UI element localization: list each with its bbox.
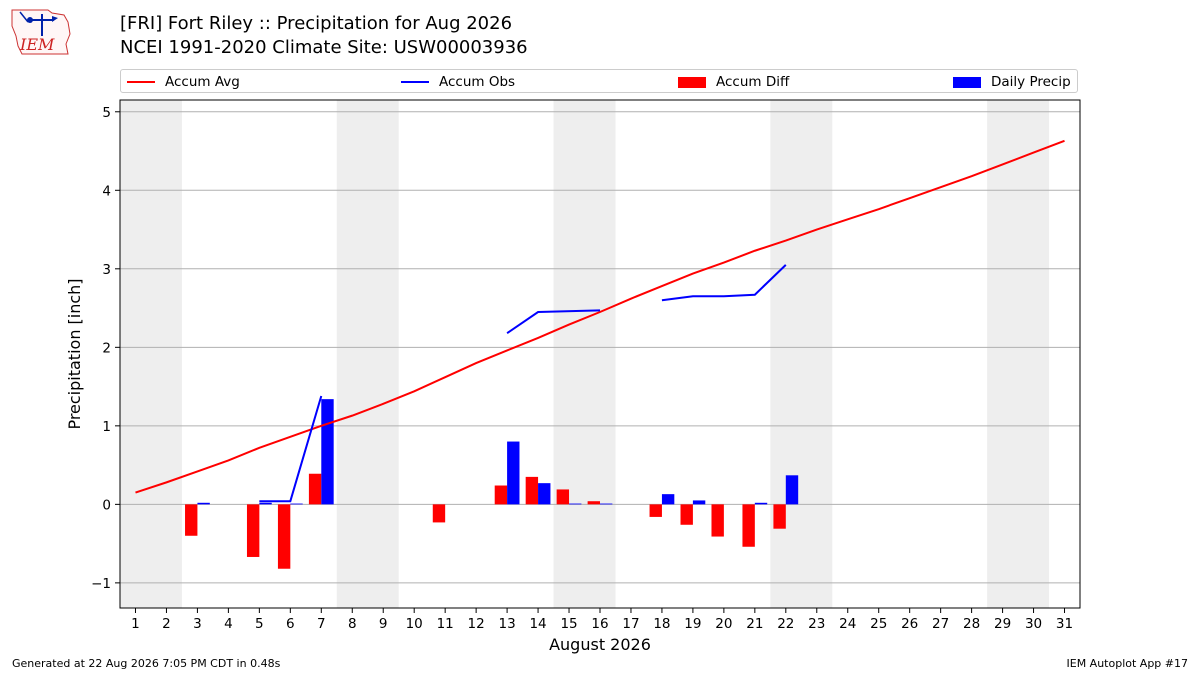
x-tick-label: 26 bbox=[901, 616, 918, 632]
accum-avg-line bbox=[135, 139, 1065, 494]
daily-precip-bar bbox=[290, 503, 303, 505]
accum-diff-bar bbox=[246, 504, 260, 557]
accum-obs-line-segment bbox=[259, 395, 323, 503]
accum-diff-bar bbox=[308, 473, 322, 505]
x-tick-label: 7 bbox=[317, 616, 326, 632]
weekend-shade-2 bbox=[553, 100, 616, 608]
x-tick-label: 27 bbox=[932, 616, 949, 632]
legend-swatch-accum-diff bbox=[678, 76, 706, 88]
y-tick-label: 3 bbox=[102, 262, 111, 278]
y-tick-label: 1 bbox=[102, 419, 111, 435]
y-tick-label: −1 bbox=[91, 576, 111, 592]
x-tick-label: 5 bbox=[255, 616, 264, 632]
y-tick-label: 2 bbox=[102, 340, 111, 356]
x-tick-label: 14 bbox=[529, 616, 546, 632]
x-tick-label: 6 bbox=[286, 616, 295, 632]
legend-item-daily-precip: Daily Precip bbox=[953, 70, 1071, 94]
chart-legend: Accum Avg Accum Obs Accum Diff Daily Pre… bbox=[120, 69, 1078, 93]
accum-diff-bar bbox=[525, 476, 539, 505]
accum-diff-bar bbox=[680, 504, 693, 525]
x-tick-label: 11 bbox=[437, 616, 454, 632]
y-tick-label: 4 bbox=[102, 183, 111, 199]
x-tick-label: 19 bbox=[684, 616, 701, 632]
daily-precip-bar bbox=[538, 483, 551, 505]
daily-precip-bar bbox=[569, 503, 582, 505]
accum-obs-line-segment bbox=[661, 264, 787, 302]
iem-logo: IEM bbox=[11, 9, 71, 55]
y-axis-label: Precipitation [inch] bbox=[65, 278, 84, 429]
x-tick-label: 4 bbox=[224, 616, 233, 632]
chart-title: [FRI] Fort Riley :: Precipitation for Au… bbox=[120, 13, 513, 34]
legend-swatch-daily-precip bbox=[953, 76, 981, 88]
x-tick-label: 2 bbox=[162, 616, 171, 632]
x-tick-label: 23 bbox=[808, 616, 825, 632]
accum-diff-bar bbox=[494, 485, 508, 505]
daily-precip-bar bbox=[259, 502, 272, 505]
x-tick-label: 30 bbox=[1025, 616, 1042, 632]
chart-subtitle: NCEI 1991-2020 Climate Site: USW00003936 bbox=[120, 37, 528, 58]
daily-precip-bar bbox=[754, 502, 768, 505]
x-tick-label: 24 bbox=[839, 616, 856, 632]
x-tick-label: 8 bbox=[348, 616, 357, 632]
x-tick-label: 15 bbox=[560, 616, 577, 632]
x-tick-label: 20 bbox=[715, 616, 732, 632]
weather-station-icon bbox=[19, 11, 58, 36]
legend-item-accum-avg: Accum Avg bbox=[127, 70, 240, 94]
x-tick-label: 28 bbox=[963, 616, 980, 632]
accum-diff-bar bbox=[277, 504, 291, 569]
accum-diff-bar bbox=[742, 504, 755, 547]
weekend-shade-4 bbox=[987, 100, 1050, 608]
x-tick-label: 10 bbox=[406, 616, 423, 632]
x-tick-label: 21 bbox=[746, 616, 763, 632]
x-tick-label: 3 bbox=[193, 616, 202, 632]
accum-diff-bar bbox=[649, 504, 662, 517]
x-tick-label: 31 bbox=[1056, 616, 1073, 632]
legend-label-accum-obs: Accum Obs bbox=[439, 74, 516, 90]
legend-item-accum-obs: Accum Obs bbox=[401, 70, 515, 94]
legend-label-accum-avg: Accum Avg bbox=[165, 74, 240, 90]
accum-diff-bar bbox=[587, 501, 600, 505]
daily-precip-bar bbox=[600, 503, 613, 505]
accum-diff-bar bbox=[185, 504, 198, 536]
y-tick-label: 5 bbox=[102, 105, 111, 121]
accum-obs-line-segment bbox=[506, 309, 601, 335]
weekend-shade-3 bbox=[770, 100, 833, 608]
daily-precip-bar bbox=[321, 399, 334, 505]
x-tick-label: 18 bbox=[653, 616, 670, 632]
legend-item-accum-diff: Accum Diff bbox=[678, 70, 789, 94]
x-tick-label: 16 bbox=[591, 616, 608, 632]
x-tick-label: 1 bbox=[131, 616, 140, 632]
legend-swatch-accum-obs bbox=[401, 81, 429, 83]
y-tick-label: 0 bbox=[102, 497, 111, 513]
legend-swatch-accum-avg bbox=[127, 81, 155, 83]
weekend-shade-0 bbox=[120, 100, 182, 608]
app-credit: IEM Autoplot App #17 bbox=[1066, 657, 1189, 670]
x-axis-label: August 2026 bbox=[549, 635, 651, 654]
daily-precip-bar bbox=[507, 441, 520, 505]
x-tick-label: 25 bbox=[870, 616, 887, 632]
x-tick-label: 29 bbox=[994, 616, 1011, 632]
daily-precip-bar bbox=[197, 502, 210, 505]
accum-diff-bar bbox=[432, 504, 446, 523]
generated-timestamp: Generated at 22 Aug 2026 7:05 PM CDT in … bbox=[12, 657, 281, 670]
legend-label-daily-precip: Daily Precip bbox=[991, 74, 1071, 90]
accum-diff-bar bbox=[773, 504, 786, 529]
daily-precip-bar bbox=[785, 475, 799, 505]
x-tick-label: 22 bbox=[777, 616, 794, 632]
accum-diff-bar bbox=[711, 504, 724, 537]
logo-text: IEM bbox=[19, 35, 55, 54]
x-tick-label: 9 bbox=[379, 616, 388, 632]
x-tick-label: 17 bbox=[622, 616, 639, 632]
daily-precip-bar bbox=[661, 494, 675, 505]
legend-label-accum-diff: Accum Diff bbox=[716, 74, 790, 90]
x-tick-label: 13 bbox=[499, 616, 516, 632]
weekend-shade-1 bbox=[336, 100, 399, 608]
accum-diff-bar bbox=[556, 489, 570, 505]
x-tick-label: 12 bbox=[468, 616, 485, 632]
daily-precip-bar bbox=[692, 500, 706, 505]
